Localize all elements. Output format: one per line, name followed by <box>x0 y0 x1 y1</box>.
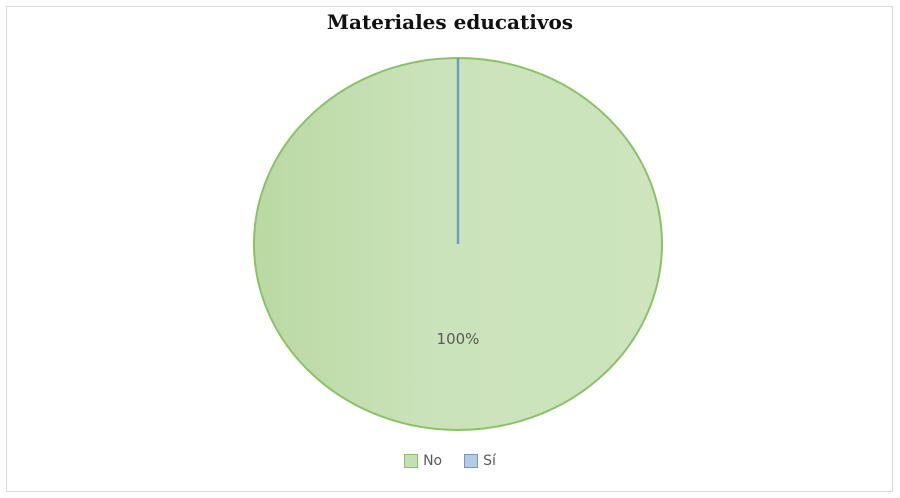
legend-item-si: Sí <box>464 453 496 469</box>
chart-title: Materiales educativos <box>326 10 574 34</box>
chart-legend: No Sí <box>0 453 900 469</box>
legend-label-no: No <box>423 453 443 469</box>
legend-swatch-si <box>464 454 479 468</box>
legend-item-no: No <box>404 453 442 469</box>
legend-swatch-no <box>404 454 419 468</box>
legend-label-si: Sí <box>483 453 496 469</box>
data-label-no: 100% <box>437 330 480 348</box>
